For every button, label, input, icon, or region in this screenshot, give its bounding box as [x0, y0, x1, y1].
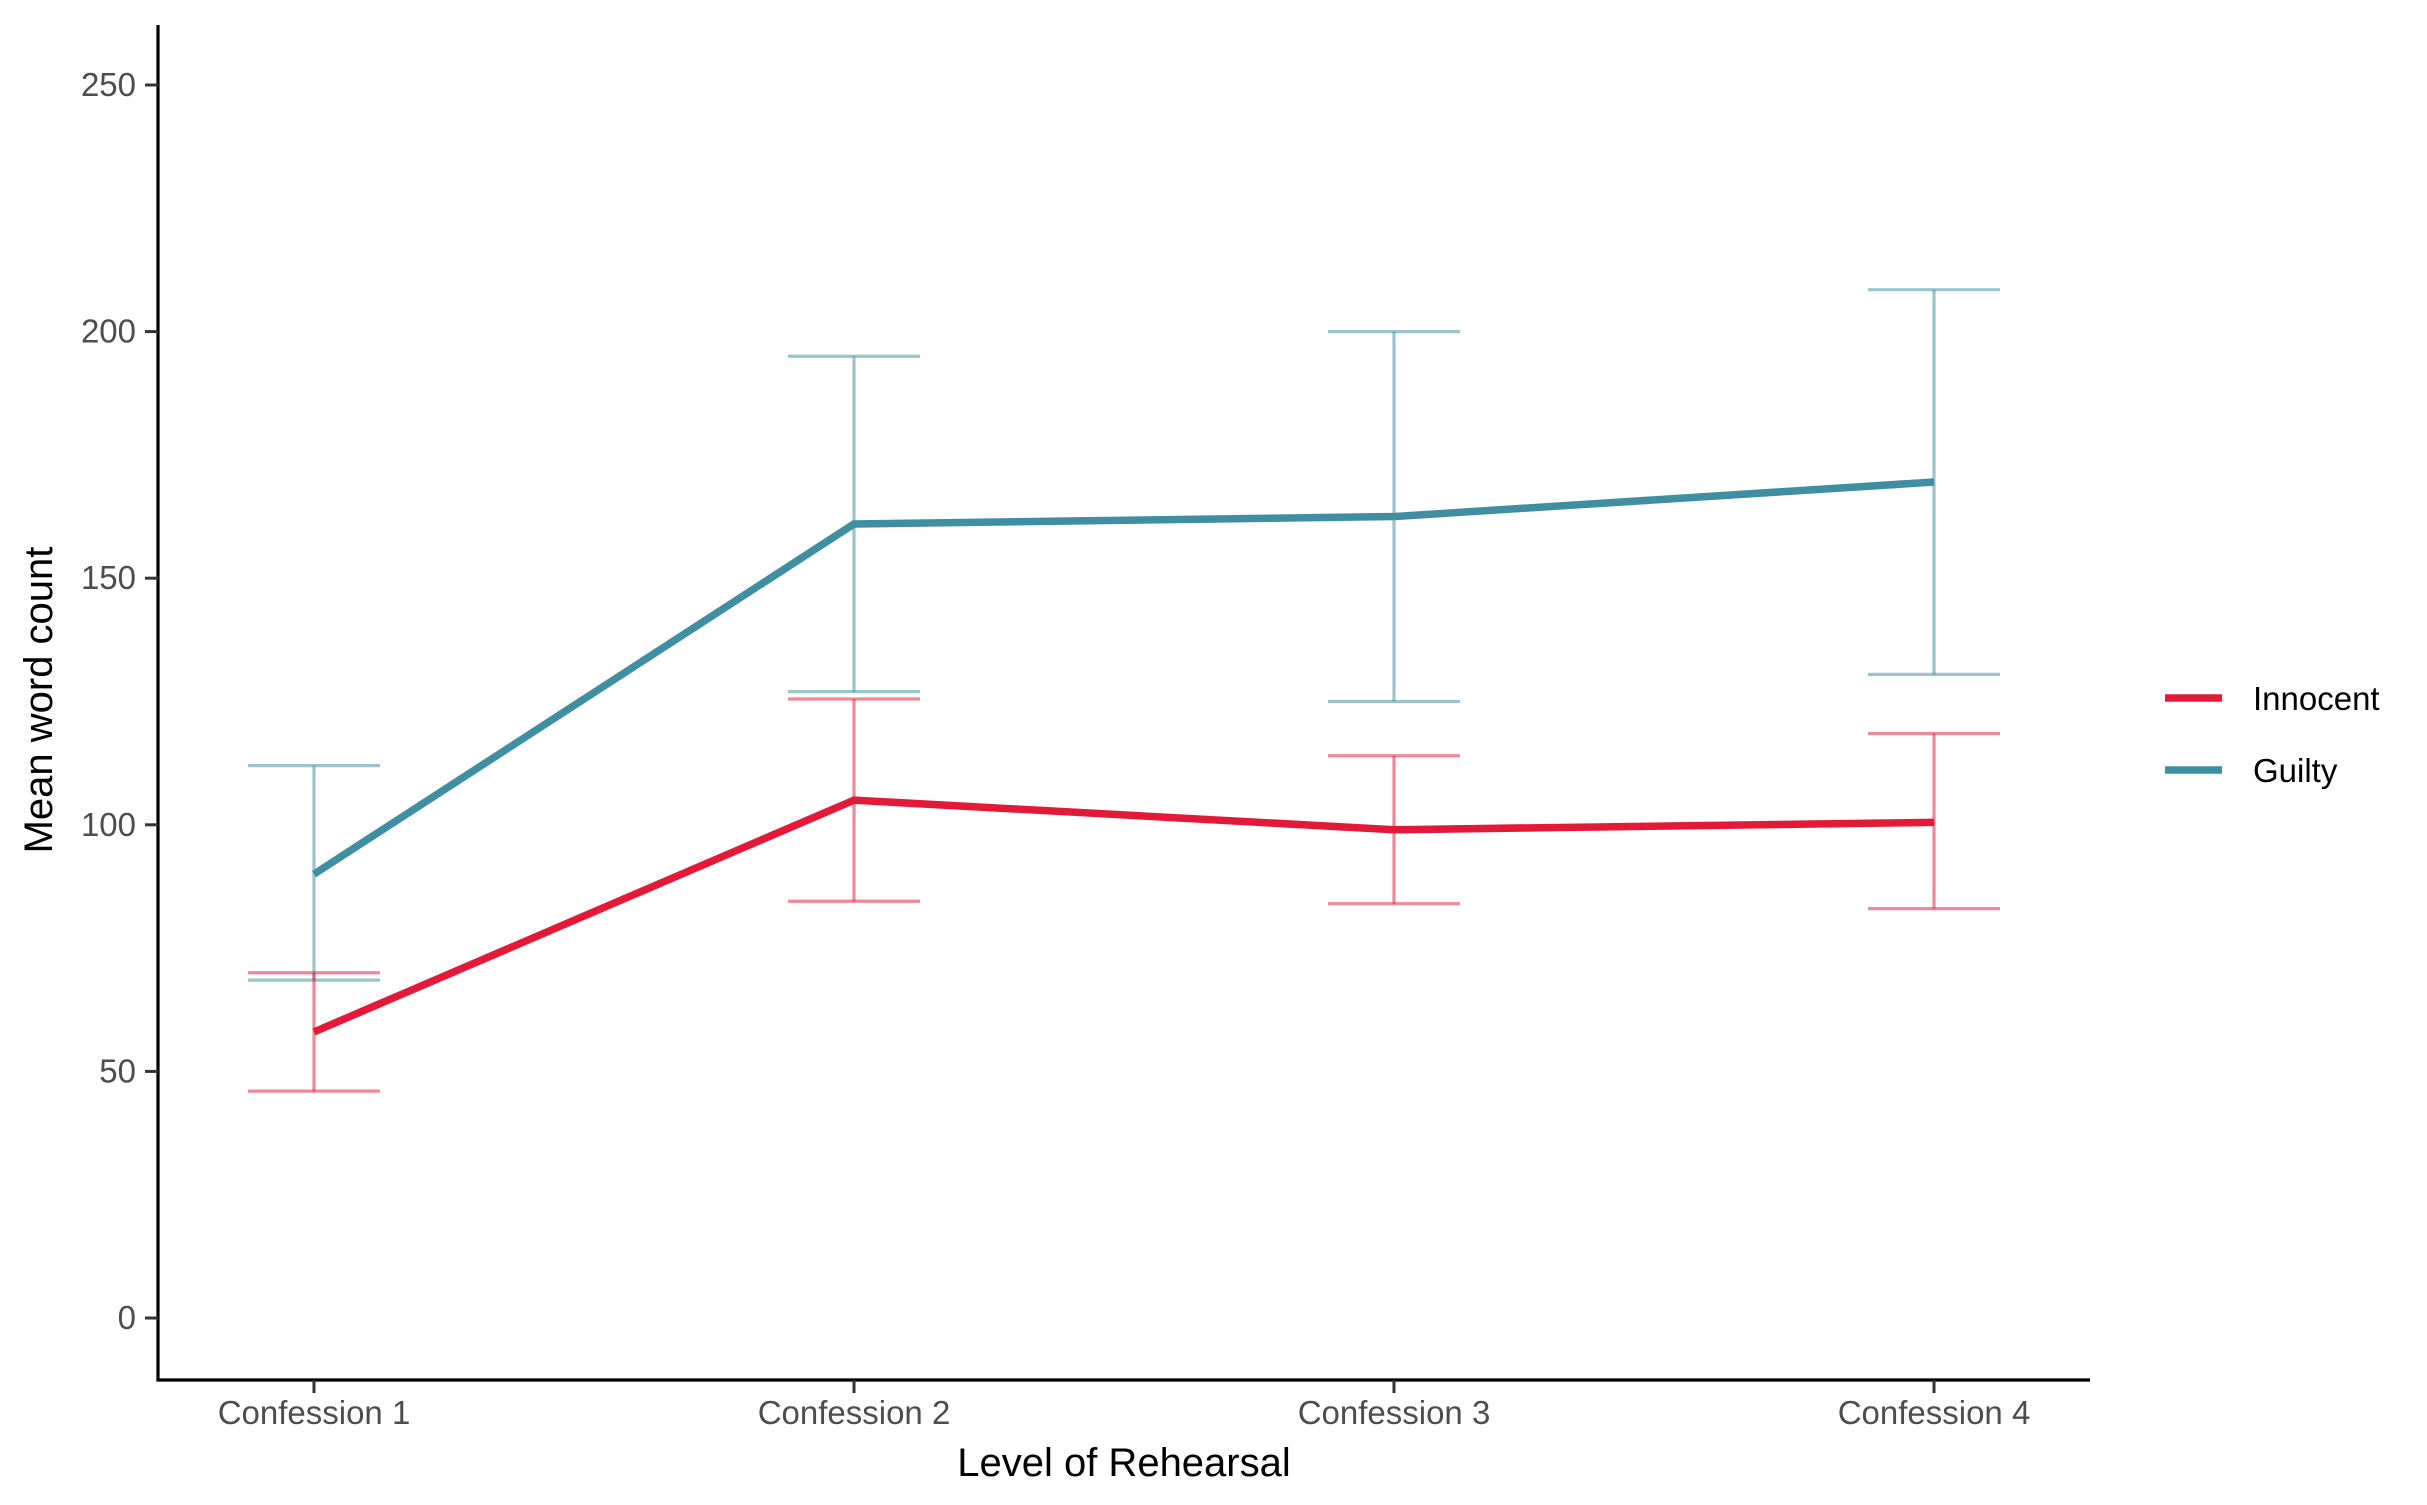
legend-label-innocent: Innocent	[2253, 680, 2380, 717]
y-tick-label: 100	[81, 806, 136, 843]
y-axis-title: Mean word count	[17, 547, 61, 854]
x-tick-label: Confession 4	[1838, 1394, 2031, 1431]
x-axis-title: Level of Rehearsal	[957, 1441, 1291, 1485]
x-tick-label: Confession 1	[218, 1394, 411, 1431]
x-tick-label: Confession 2	[758, 1394, 951, 1431]
error-bars	[248, 288, 2000, 1093]
axes	[156, 25, 2090, 1382]
legend-item-guilty: Guilty	[2165, 752, 2338, 789]
legend-label-guilty: Guilty	[2253, 752, 2338, 789]
y-tick-label: 150	[81, 559, 136, 596]
y-tick-label: 0	[118, 1299, 136, 1336]
legend: Innocent Guilty	[2165, 680, 2380, 789]
y-tick-label: 50	[99, 1052, 136, 1089]
series-lines	[311, 478, 1935, 1036]
legend-item-innocent: Innocent	[2165, 680, 2380, 717]
innocent-series-line	[312, 796, 1935, 1036]
innocent-error-bar	[248, 971, 380, 1093]
guilty-series-line	[311, 478, 1935, 878]
y-tick-label: 250	[81, 66, 136, 103]
innocent-error-bar	[1868, 731, 2000, 911]
x-axis-ticks: Confession 1 Confession 2 Confession 3 Conf…	[218, 1380, 2031, 1431]
y-tick-label: 200	[81, 313, 136, 350]
y-axis-ticks: 0 50 100 150 200 250	[81, 66, 158, 1336]
x-tick-label: Confession 3	[1298, 1394, 1491, 1431]
